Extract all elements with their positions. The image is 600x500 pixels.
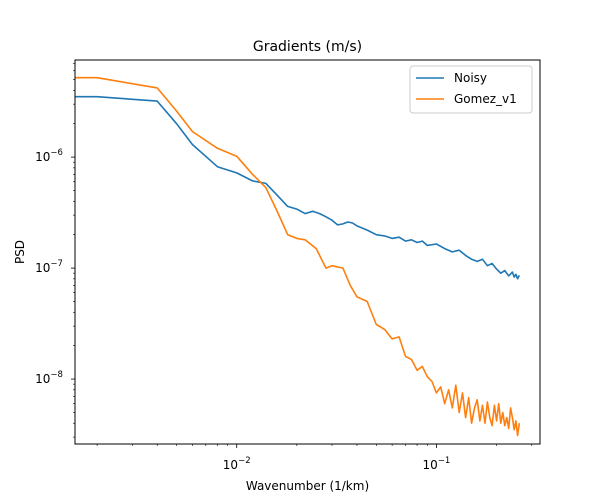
legend: Noisy Gomez_v1 xyxy=(409,65,533,114)
y-axis-label: PSD xyxy=(13,240,27,264)
series-line-noisy xyxy=(75,95,521,280)
x-axis-label: Wavenumber (1/km) xyxy=(246,479,369,493)
legend-gomez-label: Gomez_v1 xyxy=(454,92,517,106)
chart-title: Gradients (m/s) xyxy=(253,39,362,55)
series-layer xyxy=(75,76,521,437)
series-line-gomez-v1 xyxy=(75,76,521,437)
plot-frame xyxy=(74,59,541,445)
legend-noisy-label: Noisy xyxy=(454,71,487,85)
